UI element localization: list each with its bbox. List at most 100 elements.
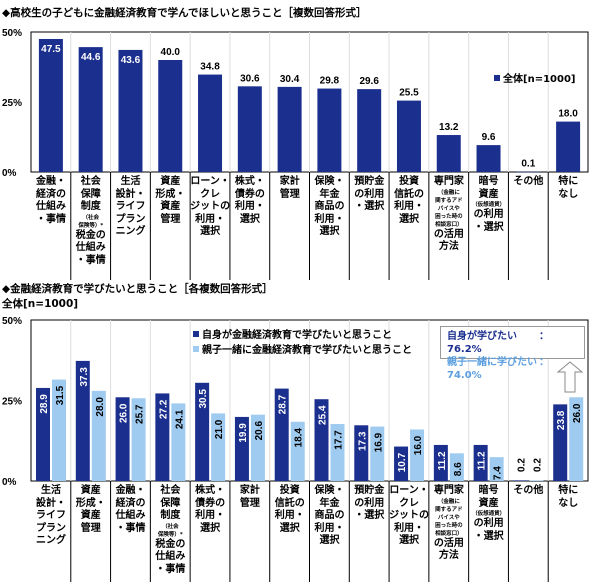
x-tick-label-line: 方法 xyxy=(438,241,459,252)
y-tick-label: 25% xyxy=(2,98,22,109)
x-tick-label-line: ローン・ xyxy=(190,176,230,187)
bar xyxy=(277,86,302,172)
x-tick-label-line: 保険・ xyxy=(314,176,345,187)
x-tick-label-line: 管理 xyxy=(239,497,260,509)
x-tick-label-line: 専門家 xyxy=(433,485,464,496)
bar xyxy=(396,100,421,172)
bar xyxy=(36,387,50,481)
legend-swatch xyxy=(193,346,199,352)
x-tick-label-line: クレ xyxy=(200,188,221,200)
x-tick-label-line: 投資 xyxy=(279,485,300,496)
x-tick-label-line: 生活 xyxy=(41,485,61,496)
x-tick-label-line: 設計・ xyxy=(36,497,66,509)
x-tick-label-line: 暗号 xyxy=(478,485,499,496)
x-tick-label-line: 経済の xyxy=(115,497,146,509)
data-label: 29.6 xyxy=(359,76,379,87)
x-tick-label: 金融・ 経済の 仕組み ・事情 xyxy=(31,176,71,226)
data-label: 40.0 xyxy=(161,47,181,58)
x-tick-label-line: ・事情 xyxy=(155,563,186,575)
x-tick-label: 社会 保障 制度 （社会 保険等）* 税金の 仕組み ・事情 xyxy=(71,176,111,267)
x-tick-label-line: （仮想通貨） xyxy=(472,511,506,517)
x-tick-label-line: ・事情 xyxy=(115,522,146,534)
legend-label: 親子一緒に金融経済教育で学びたいと思うこと xyxy=(202,345,412,356)
data-label: 10.7 xyxy=(397,452,408,472)
x-tick-label-line: 相談窓口） xyxy=(435,221,463,228)
x-tick-label-line: 方法 xyxy=(438,550,459,561)
x-tick-label-line: なし xyxy=(558,188,579,200)
data-label: 9.6 xyxy=(482,132,496,143)
legend-label: 全体[n=1000] xyxy=(503,74,576,85)
x-tick-label: 投資 信託の 利用・ 選択 xyxy=(389,176,429,226)
x-tick-label-line: の利用 xyxy=(473,209,504,220)
x-tick-label-line: 管理 xyxy=(160,213,181,225)
data-label: 17.7 xyxy=(334,430,345,450)
x-tick-label-line: 関するアド xyxy=(435,506,463,513)
bar xyxy=(237,86,262,172)
x-tick-label-line: 選択 xyxy=(279,522,300,534)
y-tick-label: 50% xyxy=(2,316,22,327)
bar xyxy=(433,444,448,481)
x-tick-label-line: その他 xyxy=(513,176,544,187)
bar xyxy=(436,135,461,172)
x-tick-label-line: 生活 xyxy=(120,176,141,187)
x-tick-label-line: ・事情 xyxy=(36,213,66,225)
callout-value-2: ：74.0% xyxy=(447,357,549,381)
data-label: 30.5 xyxy=(198,389,209,409)
bar xyxy=(410,429,425,481)
x-tick-label-line: クレ xyxy=(399,497,420,509)
data-label: 34.8 xyxy=(200,62,220,73)
x-tick-label-line: 設計・ xyxy=(115,188,146,200)
data-label: 37.3 xyxy=(79,367,90,387)
x-tick-label-line: 金融・ xyxy=(115,485,146,496)
x-tick-label: 株式・ 債券の 利用・ 選択 xyxy=(190,485,230,535)
x-tick-label: その他 xyxy=(508,485,548,498)
bar xyxy=(211,413,226,481)
y-tick-label: 25% xyxy=(2,397,22,408)
x-tick-label-line: ライフ xyxy=(36,510,66,521)
x-tick-label-line: 税金の xyxy=(155,538,186,550)
x-tick-label-line: ・事情 xyxy=(75,254,106,266)
x-tick-label-line: ライフ xyxy=(115,201,146,212)
x-tick-label-line: ・選択 xyxy=(354,510,385,521)
data-label: 28.0 xyxy=(95,397,106,417)
bar xyxy=(155,393,170,481)
x-tick-label-line: 専門家 xyxy=(433,176,464,187)
x-tick-label-line: ・選択 xyxy=(473,221,504,233)
x-tick-label: 特に なし xyxy=(548,485,588,510)
x-tick-label: 生活 設計・ ライフ プラン ニング xyxy=(31,485,71,548)
x-tick-label-line: 資産 xyxy=(160,201,181,212)
bar xyxy=(370,426,385,481)
bar xyxy=(473,444,488,481)
data-label: 0.2 xyxy=(516,458,527,472)
x-tick-label-line: なし xyxy=(558,497,579,509)
x-tick-label-line: （金融に xyxy=(437,189,460,196)
x-tick-label: 専門家 （金融に 関するアド バイスや 困った時の 相談窓口） の活用 方法 xyxy=(429,176,469,254)
x-tick-label: 暗号 資産 （仮想通貨） の利用 ・選択 xyxy=(469,485,509,543)
x-tick-label-line: 資産 xyxy=(478,497,499,509)
x-tick-label: 金融・ 経済の 仕組み ・事情 xyxy=(111,485,151,535)
x-tick-label-line: 選択 xyxy=(200,522,221,534)
bar xyxy=(171,403,186,481)
y-tick-label: 50% xyxy=(2,28,22,39)
x-tick-label-line: バイスや xyxy=(437,514,460,521)
bar xyxy=(131,398,146,481)
x-tick-label-line: 保障 xyxy=(80,188,101,200)
x-tick-label-line: 仕組み xyxy=(115,510,146,521)
x-tick-label-line: 管理 xyxy=(80,522,101,534)
data-label: 24.1 xyxy=(174,409,185,429)
x-tick-label-line: 暗号 xyxy=(478,176,499,187)
x-tick-label-line: 預貯金 xyxy=(354,176,385,187)
data-label: 28.9 xyxy=(39,394,50,414)
x-tick-label: 保険・ 年金 商品の 利用・ 選択 xyxy=(310,176,350,239)
x-tick-label-line: バイスや xyxy=(437,205,460,212)
x-tick-label-line: 仕組み xyxy=(155,551,186,562)
legend-swatch xyxy=(494,75,500,81)
x-tick-label-line: 家計 xyxy=(279,176,300,187)
x-tick-label-line: ローン・ xyxy=(389,485,429,496)
x-tick-label-line: 資産 xyxy=(80,485,101,496)
x-tick-label-line: 仕組み xyxy=(36,201,66,212)
x-tick-label: 家計 管理 xyxy=(270,176,310,201)
data-label: 43.6 xyxy=(121,55,141,66)
data-label: 18.4 xyxy=(294,428,305,448)
